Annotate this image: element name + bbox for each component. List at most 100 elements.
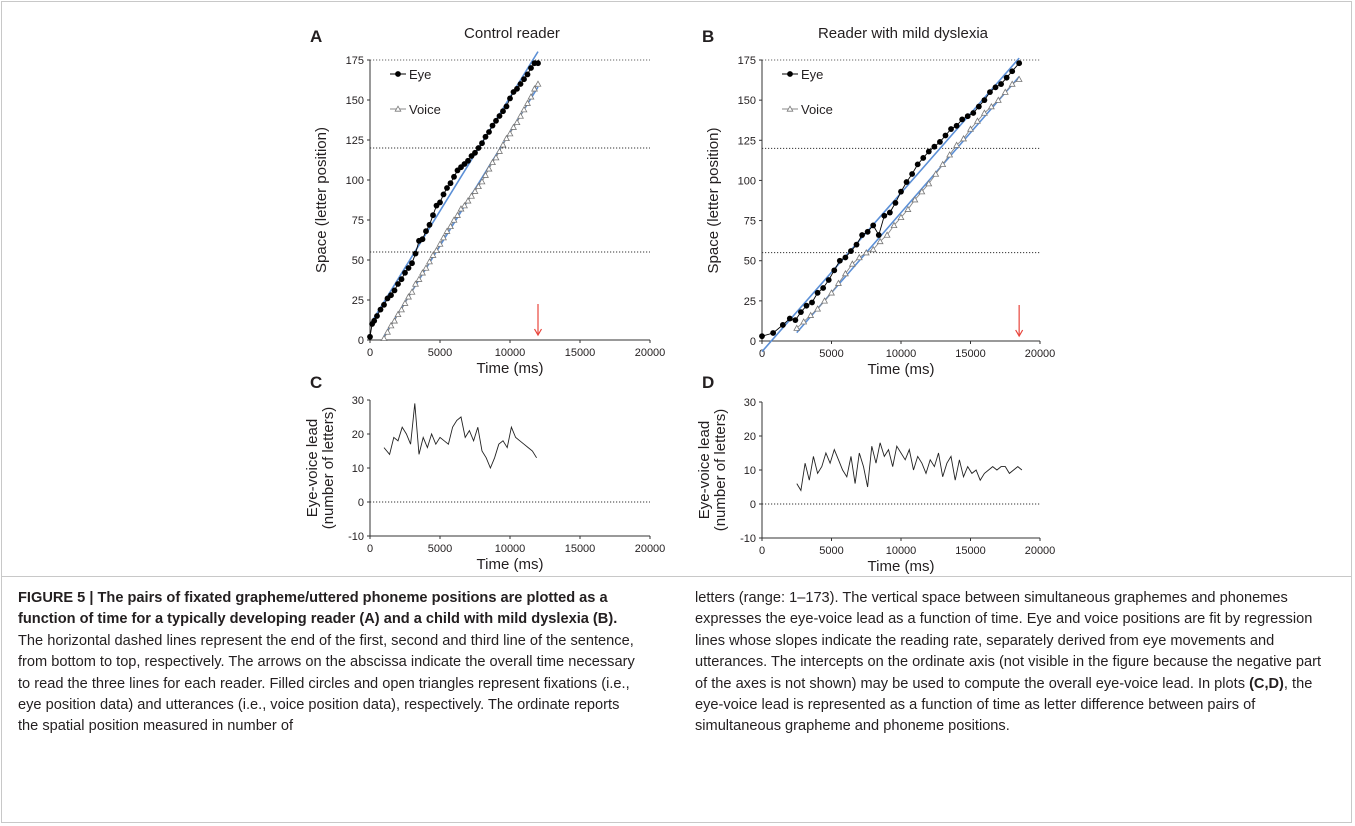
x-axis-label: Time (ms) xyxy=(868,558,935,575)
voice-point xyxy=(464,197,472,204)
eye-point xyxy=(925,148,932,155)
y-tick-label: 10 xyxy=(352,463,364,475)
voice-point xyxy=(814,305,822,312)
y-tick-label: 30 xyxy=(352,395,364,407)
y-tick-label: 100 xyxy=(738,175,756,187)
eye-point xyxy=(374,313,380,319)
eye-point xyxy=(447,180,454,187)
eye-point xyxy=(825,277,832,283)
y-tick-label: 75 xyxy=(352,215,364,227)
eye-point xyxy=(514,85,520,92)
voice-point xyxy=(412,280,419,287)
eye-point xyxy=(836,257,843,264)
eye-point xyxy=(419,236,426,243)
eye-point xyxy=(479,140,485,147)
eye-point xyxy=(388,292,394,299)
voice-point xyxy=(440,233,447,241)
voice-point xyxy=(517,112,524,119)
x-tick-label: 5000 xyxy=(819,545,843,557)
voice-point xyxy=(960,135,968,142)
legend-eye-label: Eye xyxy=(409,67,431,82)
x-tick-label: 10000 xyxy=(886,545,917,557)
voice-point xyxy=(918,188,926,195)
x-tick-label: 15000 xyxy=(565,543,596,555)
x-tick-label: 20000 xyxy=(635,347,666,359)
y-tick-label: 125 xyxy=(346,135,364,147)
voice-point xyxy=(443,227,451,234)
caption-right-text-2: , the eye-voice lead is represented as a… xyxy=(695,675,1313,735)
voice-point xyxy=(433,246,440,254)
y-tick-label: 150 xyxy=(738,95,756,107)
panel-a: 0 25 50 75 100 125 150 175 0 5000 10000 15000 20000 T… xyxy=(310,25,665,377)
eye-point xyxy=(409,260,415,267)
eye-point xyxy=(371,317,378,324)
voice-point xyxy=(485,165,493,172)
eye-point xyxy=(859,232,865,238)
eye-point xyxy=(814,289,821,296)
eye-point xyxy=(848,248,854,254)
voice-point xyxy=(489,158,496,166)
x-axis-label: Time (ms) xyxy=(477,360,544,377)
y-tick-label: 150 xyxy=(346,95,364,107)
eye-point xyxy=(395,281,401,287)
eye-point xyxy=(465,157,471,164)
legend-voice-marker xyxy=(786,105,794,112)
x-tick-label: 0 xyxy=(759,348,765,360)
voice-point xyxy=(499,141,507,148)
caption-title: FIGURE 5 | The pairs of fixated grapheme… xyxy=(18,590,618,628)
voice-point xyxy=(946,151,954,158)
eye-point xyxy=(898,188,904,195)
eye-point xyxy=(792,317,799,324)
eye-point xyxy=(892,200,899,206)
voice-point xyxy=(939,160,947,168)
voice-point xyxy=(405,293,412,300)
voice-point xyxy=(447,222,454,230)
y-axis-label: Space (letter position) xyxy=(313,127,330,273)
voice-point xyxy=(387,321,395,329)
voice-point xyxy=(513,118,521,126)
eye-point xyxy=(437,199,443,206)
eye-point xyxy=(820,285,827,291)
eye-point xyxy=(831,267,838,274)
voice-point xyxy=(475,182,482,190)
eye-point xyxy=(809,299,815,306)
voice-point xyxy=(869,245,877,253)
eye-point xyxy=(381,301,387,308)
voice-point xyxy=(883,231,891,238)
x-tick-label: 0 xyxy=(759,545,765,557)
voice-point xyxy=(492,153,500,161)
eye-point xyxy=(779,322,786,328)
voice-point xyxy=(468,192,475,199)
eye-point xyxy=(770,330,777,336)
y-tick-label: 175 xyxy=(738,55,756,67)
y-axis-label-line-2: (number of letters) xyxy=(712,409,729,532)
y-tick-label: 0 xyxy=(750,499,756,511)
voice-point xyxy=(848,260,856,267)
voice-point xyxy=(384,328,391,335)
voice-point xyxy=(862,249,870,256)
time-arrow-head xyxy=(533,328,543,337)
x-tick-label: 10000 xyxy=(495,347,526,359)
x-tick-label: 5000 xyxy=(428,543,452,555)
x-tick-label: 10000 xyxy=(886,348,917,360)
eye-point xyxy=(524,71,531,78)
voice-point xyxy=(398,305,405,313)
eye-point xyxy=(759,333,765,340)
voice-point xyxy=(454,211,461,218)
voice-point xyxy=(1015,75,1023,82)
eye-point xyxy=(920,155,927,161)
y-tick-label: 50 xyxy=(744,256,756,268)
voice-point xyxy=(419,269,426,276)
voice-point xyxy=(422,264,430,271)
y-tick-label: 100 xyxy=(346,175,364,187)
y-axis-label: Space (letter position) xyxy=(705,128,722,274)
x-axis-label: Time (ms) xyxy=(477,556,544,573)
eye-point xyxy=(886,209,893,216)
voice-point xyxy=(520,105,528,113)
eye-point xyxy=(964,113,971,120)
y-tick-label: 0 xyxy=(358,335,364,347)
caption-left-paragraph: FIGURE 5 | The pairs of fixated grapheme… xyxy=(18,588,643,738)
voice-point xyxy=(531,85,538,92)
voice-point xyxy=(394,310,402,318)
